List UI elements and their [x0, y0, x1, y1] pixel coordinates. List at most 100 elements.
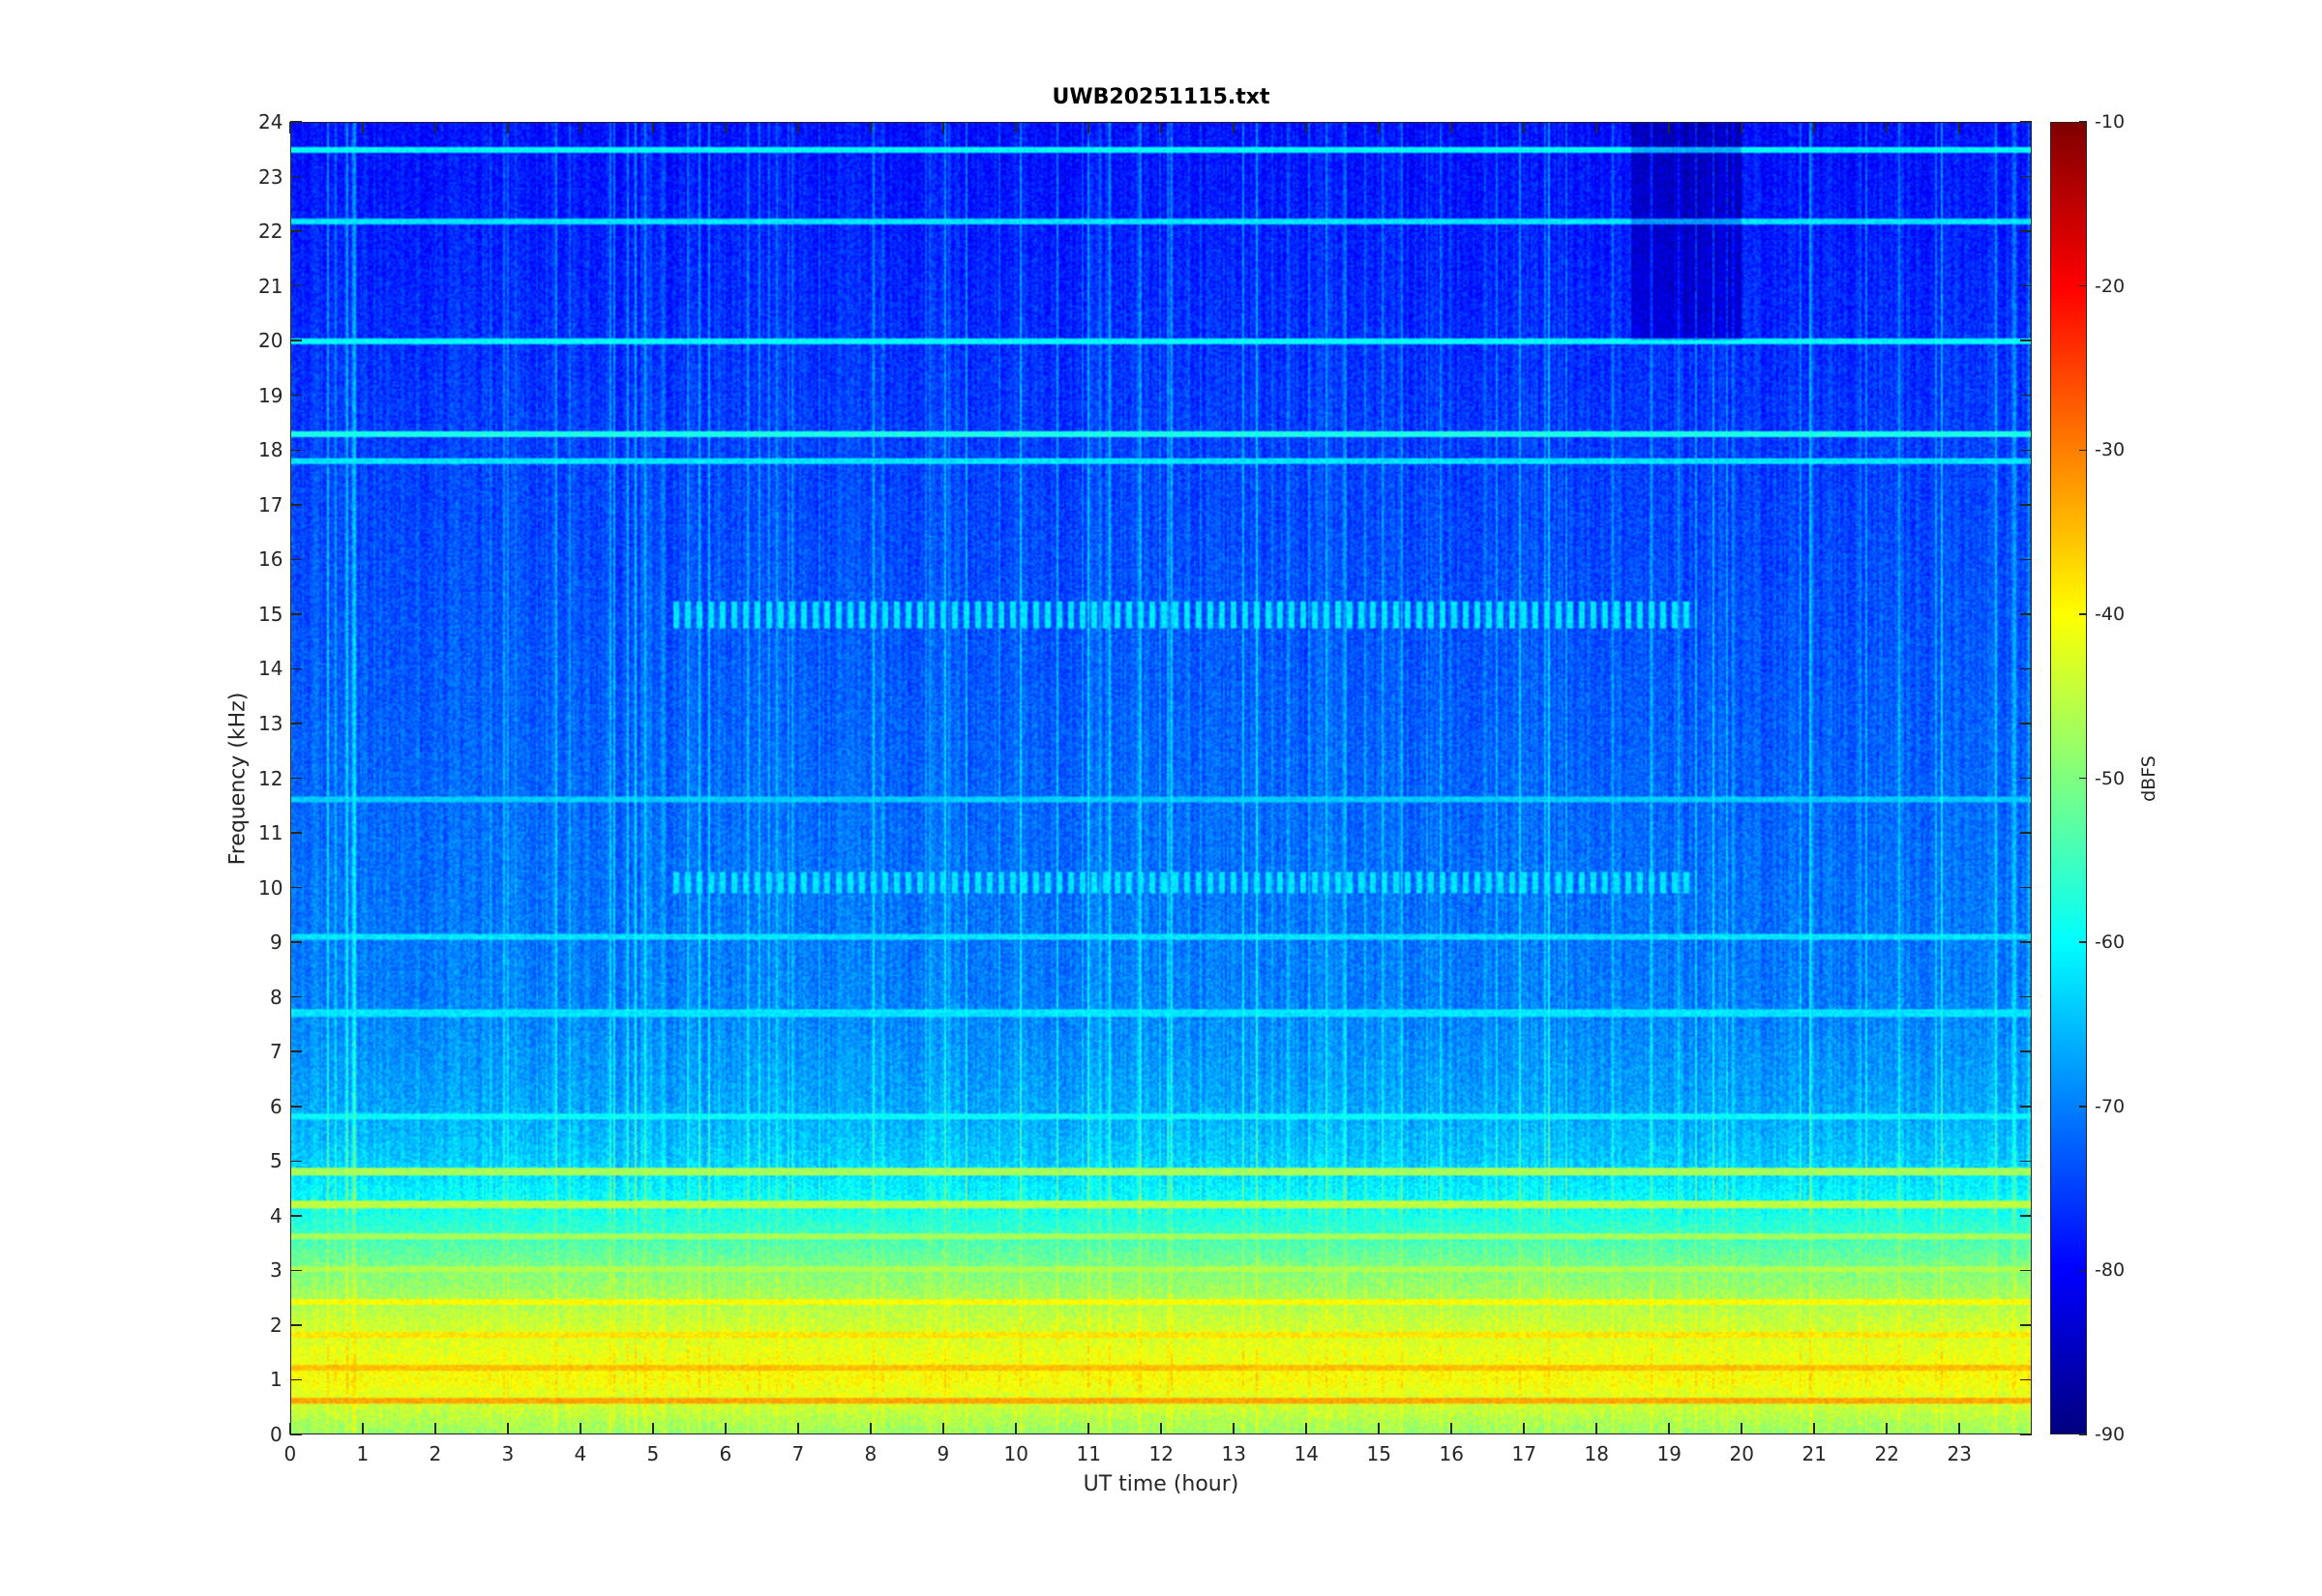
x-tick-mark — [1813, 122, 1815, 133]
y-tick-mark — [2020, 723, 2032, 724]
x-tick-label: 4 — [574, 1442, 587, 1465]
y-tick-mark — [290, 1050, 302, 1052]
y-tick-label: 18 — [258, 438, 283, 462]
x-tick-label: 15 — [1366, 1442, 1391, 1465]
x-tick-mark — [1523, 122, 1525, 133]
x-tick-mark — [870, 122, 872, 133]
x-tick-mark — [362, 122, 364, 133]
y-tick-mark — [290, 504, 302, 506]
x-tick-mark — [797, 1423, 799, 1434]
x-tick-label: 11 — [1076, 1442, 1101, 1465]
x-tick-mark — [1668, 122, 1670, 133]
x-tick-mark — [507, 122, 509, 133]
y-tick-mark — [290, 1269, 302, 1272]
x-tick-label: 14 — [1294, 1442, 1319, 1465]
x-tick-label: 19 — [1656, 1442, 1682, 1465]
y-tick-label: 15 — [258, 602, 283, 626]
y-tick-mark — [290, 1324, 302, 1326]
x-tick-mark — [870, 1423, 872, 1434]
colorbar-tick-mark — [2079, 449, 2087, 451]
x-tick-mark — [1958, 122, 1960, 133]
x-tick-mark — [1886, 1423, 1888, 1434]
x-tick-mark — [1886, 122, 1888, 133]
y-tick-mark — [290, 613, 302, 615]
y-tick-mark — [2020, 1215, 2032, 1217]
x-tick-mark — [289, 122, 291, 133]
y-tick-mark — [290, 886, 302, 889]
y-tick-mark — [290, 1160, 302, 1163]
colorbar-label: dBFS — [2138, 755, 2159, 802]
y-tick-mark — [2020, 175, 2032, 178]
x-tick-mark — [1015, 1423, 1017, 1434]
colorbar-tick-label: -80 — [2095, 1259, 2126, 1282]
x-tick-mark — [1233, 1423, 1235, 1434]
x-tick-mark — [652, 122, 654, 133]
x-tick-mark — [1087, 1423, 1089, 1434]
colorbar-tick-mark — [2079, 941, 2087, 943]
colorbar-tick-mark — [2079, 613, 2087, 615]
x-tick-mark — [1160, 122, 1162, 133]
chart-title: UWB20251115.txt — [1052, 85, 1270, 109]
y-tick-mark — [2020, 449, 2032, 451]
y-tick-mark — [2020, 613, 2032, 615]
y-tick-mark — [2020, 340, 2032, 341]
x-tick-mark — [1160, 1423, 1162, 1434]
x-tick-mark — [797, 122, 799, 133]
y-tick-mark — [2020, 394, 2032, 397]
x-tick-label: 18 — [1584, 1442, 1609, 1465]
x-tick-label: 17 — [1511, 1442, 1536, 1465]
y-tick-mark — [290, 284, 302, 287]
x-tick-mark — [942, 1423, 944, 1434]
y-tick-label: 23 — [258, 164, 283, 189]
x-tick-mark — [1015, 122, 1017, 133]
y-tick-mark — [2020, 1269, 2032, 1272]
y-tick-mark — [2020, 230, 2032, 232]
x-tick-label: 21 — [1801, 1442, 1827, 1465]
x-tick-mark — [1378, 1423, 1380, 1434]
spectrogram-plot-area — [290, 122, 2032, 1434]
y-tick-label: 19 — [258, 383, 283, 407]
y-tick-label: 11 — [258, 821, 283, 845]
colorbar-tick-mark — [2079, 1433, 2087, 1435]
y-tick-mark — [290, 230, 302, 232]
x-tick-mark — [1450, 122, 1452, 133]
y-tick-label: 22 — [258, 220, 283, 244]
y-tick-mark — [290, 667, 302, 670]
colorbar-tick-label: -40 — [2095, 603, 2126, 625]
y-tick-mark — [2020, 1106, 2032, 1108]
y-tick-label: 2 — [270, 1313, 283, 1337]
x-tick-mark — [725, 122, 727, 133]
y-tick-mark — [2020, 832, 2032, 834]
x-tick-label: 22 — [1874, 1442, 1899, 1465]
x-tick-mark — [1523, 1423, 1525, 1434]
y-tick-mark — [290, 340, 302, 341]
x-tick-mark — [362, 1423, 364, 1434]
x-tick-label: 20 — [1729, 1442, 1754, 1465]
x-tick-mark — [580, 122, 581, 133]
x-tick-mark — [1595, 122, 1597, 133]
x-tick-mark — [1233, 122, 1235, 133]
y-tick-mark — [290, 941, 302, 943]
y-tick-label: 21 — [258, 274, 283, 298]
y-tick-label: 4 — [270, 1203, 283, 1227]
y-tick-label: 3 — [270, 1258, 283, 1283]
y-tick-label: 0 — [270, 1423, 283, 1446]
y-tick-label: 12 — [258, 766, 283, 790]
y-tick-label: 16 — [258, 547, 283, 572]
x-tick-label: 0 — [283, 1442, 297, 1465]
x-tick-mark — [507, 1423, 509, 1434]
y-tick-mark — [290, 1378, 302, 1381]
y-tick-mark — [290, 121, 302, 123]
colorbar-tick-mark — [2079, 121, 2087, 123]
x-axis-label: UT time (hour) — [1083, 1472, 1239, 1496]
x-tick-label: 12 — [1148, 1442, 1174, 1465]
x-tick-label: 1 — [356, 1442, 370, 1465]
x-tick-mark — [1813, 1423, 1815, 1434]
x-tick-label: 7 — [791, 1442, 805, 1465]
y-tick-mark — [2020, 1160, 2032, 1163]
x-tick-label: 3 — [501, 1442, 515, 1465]
colorbar-tick-mark — [2079, 777, 2087, 780]
y-tick-mark — [290, 1215, 302, 1217]
colorbar-tick-label: -60 — [2095, 931, 2126, 954]
